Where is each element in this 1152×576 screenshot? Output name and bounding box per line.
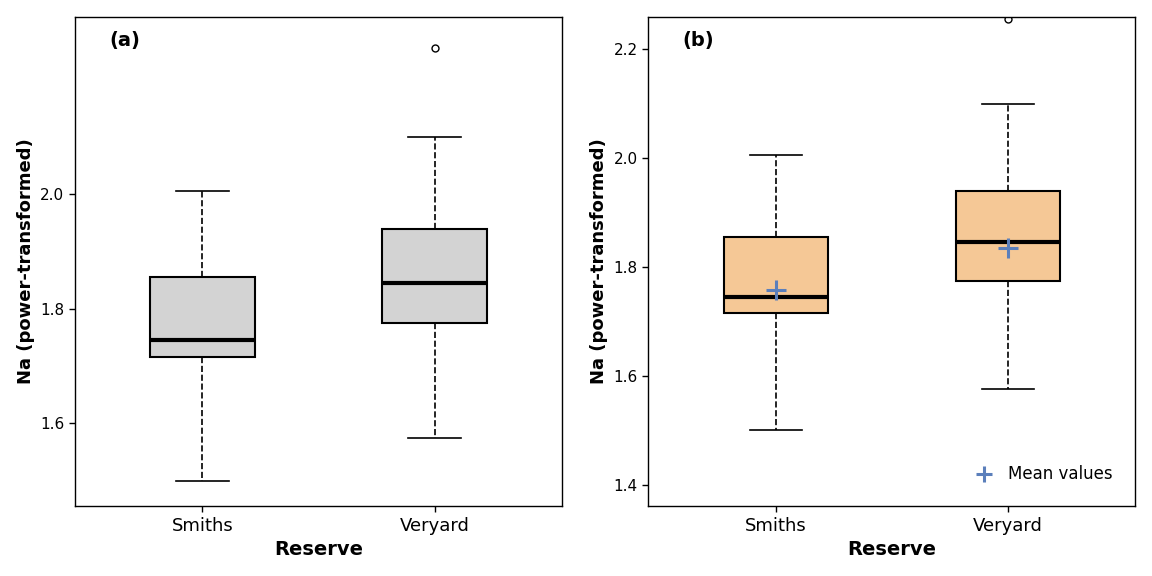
PathPatch shape — [723, 237, 828, 313]
X-axis label: Reserve: Reserve — [274, 540, 363, 559]
PathPatch shape — [382, 229, 486, 323]
Y-axis label: Na (power-transformed): Na (power-transformed) — [16, 139, 35, 384]
Text: (a): (a) — [109, 31, 139, 50]
X-axis label: Reserve: Reserve — [847, 540, 937, 559]
PathPatch shape — [955, 191, 1060, 281]
Text: (b): (b) — [682, 31, 714, 50]
Y-axis label: Na (power-transformed): Na (power-transformed) — [590, 139, 608, 384]
Legend: Mean values: Mean values — [968, 465, 1113, 483]
PathPatch shape — [150, 277, 255, 358]
